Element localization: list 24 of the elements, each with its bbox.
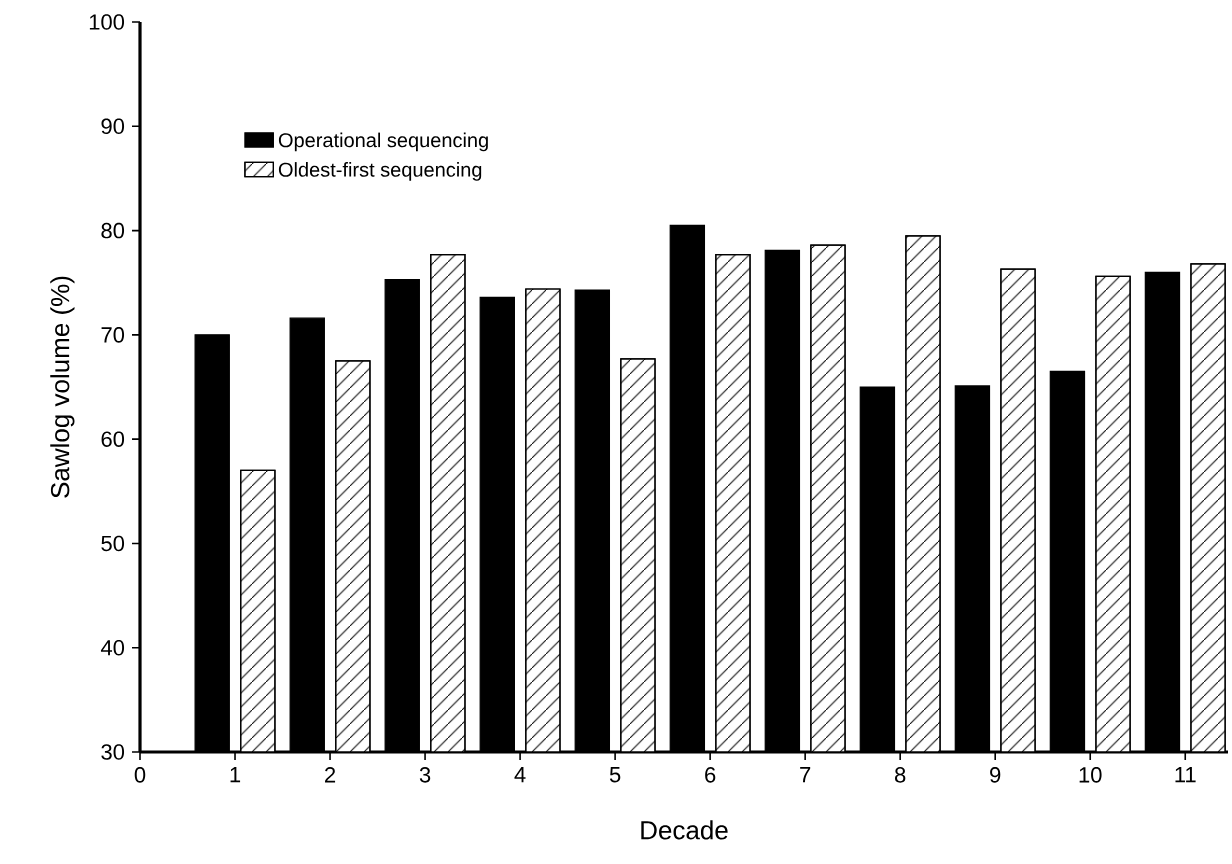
x-tick-label: 6 bbox=[705, 767, 716, 783]
y-tick-label: 100 bbox=[89, 14, 125, 30]
legend-label: Operational sequencing bbox=[278, 132, 488, 152]
x-tick-label: 4 bbox=[514, 767, 526, 783]
y-tick-label: 30 bbox=[101, 744, 125, 760]
y-tick-label: 90 bbox=[101, 118, 125, 135]
y-tick-label: 80 bbox=[101, 222, 125, 239]
y-tick-label: 50 bbox=[101, 535, 125, 552]
y-axis-title: Sawlog volume (%) bbox=[50, 276, 75, 498]
x-axis-title: Decade bbox=[641, 820, 728, 840]
x-tick-label: 11 bbox=[1175, 767, 1196, 783]
x-tick-label: 7 bbox=[800, 767, 811, 783]
x-tick-label: 1 bbox=[230, 767, 241, 783]
y-tick-label: 40 bbox=[100, 639, 125, 656]
x-tick-label: 0 bbox=[134, 767, 146, 783]
y-tick-label: 70 bbox=[101, 327, 125, 343]
legend-label: Oldest-first sequencing bbox=[278, 162, 482, 181]
x-tick-label: 5 bbox=[609, 767, 621, 783]
y-tick-label: 60 bbox=[101, 431, 125, 447]
x-tick-label: 10 bbox=[1079, 767, 1102, 783]
x-tick-label: 9 bbox=[990, 767, 1001, 783]
x-tick-label: 2 bbox=[325, 767, 336, 783]
x-tick-label: 8 bbox=[895, 767, 906, 783]
x-tick-label: 3 bbox=[419, 767, 431, 783]
